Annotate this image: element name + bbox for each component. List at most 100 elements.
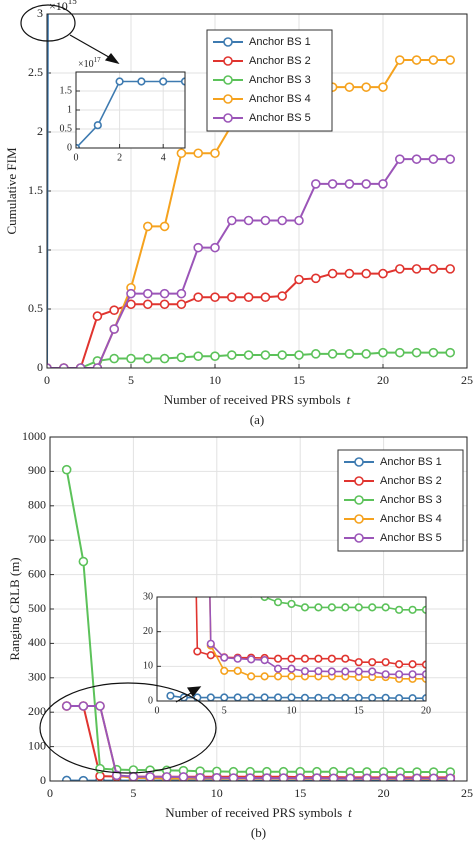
y-tick-label: 2.5 — [28, 65, 43, 79]
axes-box — [156, 596, 427, 702]
marker — [378, 773, 389, 781]
y-tick-label: 20 — [143, 626, 153, 637]
marker — [233, 654, 242, 663]
marker — [273, 664, 283, 673]
marker — [212, 773, 222, 781]
caption: (b) — [251, 825, 266, 840]
multiplier-base: ×10 — [78, 59, 94, 70]
marker — [381, 603, 390, 612]
marker — [178, 772, 189, 781]
y-tick-label: 100 — [28, 738, 46, 752]
marker — [273, 693, 283, 701]
marker — [109, 324, 119, 334]
marker — [361, 179, 372, 189]
marker — [378, 268, 388, 279]
marker — [193, 351, 203, 362]
marker — [195, 773, 205, 781]
x-tick-label: 15 — [354, 705, 364, 716]
marker — [300, 693, 310, 701]
marker — [227, 215, 237, 226]
marker — [59, 363, 69, 368]
marker — [327, 603, 336, 612]
x-label-symbol: t — [347, 392, 351, 407]
marker — [220, 653, 229, 662]
marker — [143, 353, 153, 364]
marker — [394, 347, 405, 358]
y-tick-label: 0 — [40, 773, 46, 787]
marker — [310, 273, 321, 284]
marker — [137, 77, 146, 86]
x-tick-label: 5 — [222, 705, 227, 716]
marker — [78, 556, 89, 567]
marker — [176, 299, 187, 310]
marker — [428, 264, 439, 274]
marker — [159, 288, 170, 299]
marker — [278, 773, 289, 781]
marker — [193, 148, 203, 159]
marker — [95, 701, 105, 711]
y-tick-label: 200 — [28, 704, 46, 718]
marker — [145, 772, 155, 781]
marker — [310, 179, 321, 189]
marker — [381, 658, 390, 667]
x-tick-label: 20 — [378, 786, 390, 800]
marker — [287, 693, 296, 701]
zoom-arrow — [69, 34, 115, 61]
marker — [421, 670, 426, 679]
y-tick-label: 0 — [148, 695, 153, 706]
marker — [193, 242, 203, 253]
marker — [395, 605, 404, 614]
y-tick-label: 1.5 — [28, 183, 43, 197]
marker — [161, 772, 172, 781]
marker — [220, 693, 229, 701]
marker — [428, 154, 439, 164]
marker — [341, 654, 350, 663]
y-tick-label: 0 — [67, 142, 72, 153]
marker — [247, 655, 256, 664]
marker — [143, 221, 153, 232]
marker — [341, 667, 350, 676]
marker — [300, 654, 310, 663]
marker — [428, 347, 439, 358]
y-axis-label: Cumulative FIM — [4, 147, 19, 234]
marker — [176, 148, 187, 159]
y-tick-label: 400 — [28, 635, 46, 649]
axes-box — [49, 436, 468, 782]
marker — [408, 670, 417, 679]
marker — [421, 605, 426, 614]
zoom-ellipse — [39, 682, 217, 774]
marker — [354, 658, 363, 667]
marker — [314, 667, 323, 676]
marker — [344, 179, 355, 189]
marker — [287, 654, 296, 663]
marker — [344, 82, 355, 92]
marker — [233, 693, 242, 701]
marker — [287, 599, 296, 609]
marker — [227, 292, 237, 303]
marker — [143, 299, 153, 310]
marker — [287, 664, 296, 673]
marker — [287, 672, 296, 681]
marker — [206, 693, 215, 701]
y-tick-label: 30 — [143, 591, 153, 602]
marker — [294, 350, 304, 360]
x-tick-label: 0 — [44, 373, 50, 387]
legend-marker — [354, 495, 364, 505]
marker — [354, 693, 363, 701]
x-tick-label: 15 — [294, 786, 306, 800]
marker — [310, 349, 321, 359]
marker — [368, 693, 377, 701]
marker — [243, 350, 254, 360]
marker — [243, 215, 254, 226]
y-axis-label: Ranging CRLB (m) — [7, 557, 22, 660]
marker — [368, 658, 377, 667]
arrow-head — [186, 686, 202, 698]
y-tick-label: 10 — [143, 661, 153, 672]
marker — [345, 773, 356, 781]
marker — [220, 666, 229, 675]
marker — [394, 55, 405, 65]
x-tick-label: 25 — [461, 786, 473, 800]
x-tick-label: 15 — [293, 373, 305, 387]
marker — [128, 771, 139, 781]
